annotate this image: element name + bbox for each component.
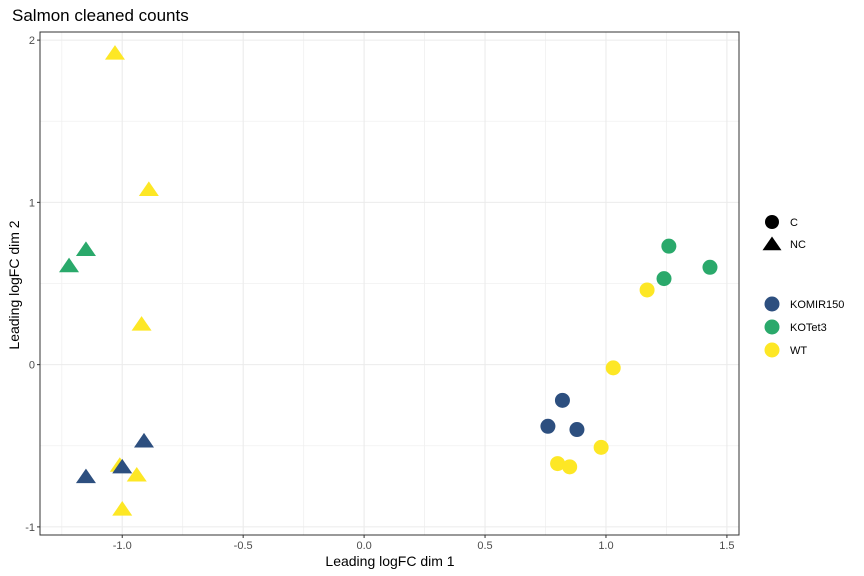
legend-label: NC (790, 239, 806, 251)
data-point-triangle (126, 466, 147, 482)
y-tick-label: 0 (29, 360, 35, 372)
data-point-circle (562, 459, 578, 475)
shape-legend: C NC (762, 215, 806, 251)
data-point-triangle (131, 316, 152, 331)
y-axis-ticks: -1 0 1 2 (25, 35, 40, 534)
data-point-circle (569, 422, 585, 438)
data-point-circle (554, 392, 570, 408)
data-point-triangle (112, 458, 133, 474)
y-tick-label: -1 (25, 522, 35, 534)
legend-label: WT (790, 345, 807, 357)
color-legend: KOMIR150 KOTet3 WT (764, 296, 844, 358)
x-tick-label: -1.0 (113, 540, 132, 552)
legend-key-circle (765, 215, 779, 229)
data-point-triangle (104, 45, 125, 60)
data-point-triangle (138, 181, 159, 196)
legend-key-kotet3 (764, 319, 780, 335)
legend-key-wt (764, 342, 780, 358)
legend-label: KOTet3 (790, 322, 827, 334)
legend-label: C (790, 217, 798, 229)
data-point-triangle (134, 432, 155, 448)
x-axis-label: Leading logFC dim 1 (325, 553, 454, 569)
x-axis-ticks: -1.0 -0.5 0.0 0.5 1.0 1.5 (113, 535, 735, 552)
legend-key-komir150 (764, 296, 780, 312)
data-point-circle (656, 271, 672, 287)
x-tick-label: 1.0 (598, 540, 613, 552)
data-point-circle (605, 360, 621, 376)
plot-panel (39, 31, 740, 536)
data-point-circle (661, 238, 677, 254)
x-tick-label: -0.5 (234, 540, 253, 552)
legend-label: KOMIR150 (790, 299, 844, 311)
y-tick-label: 1 (29, 197, 35, 209)
data-point-circle (550, 456, 566, 472)
data-point-triangle (75, 468, 96, 484)
data-point-circle (702, 259, 718, 275)
x-tick-label: 0.5 (477, 540, 492, 552)
data-point-circle (639, 282, 655, 298)
chart-title: Salmon cleaned counts (12, 6, 189, 25)
x-tick-label: 1.5 (719, 540, 734, 552)
data-point-circle (593, 439, 609, 455)
data-point-triangle (59, 257, 80, 273)
minor-gridlines (40, 32, 739, 535)
data-point-triangle (112, 501, 133, 516)
data-point-circle (540, 418, 556, 434)
data-point-triangle (75, 241, 96, 257)
y-tick-label: 2 (29, 35, 35, 47)
data-points (59, 45, 718, 516)
legend-key-triangle (762, 236, 782, 251)
y-axis-label: Leading logFC dim 2 (6, 220, 22, 349)
x-tick-label: 0.0 (356, 540, 371, 552)
